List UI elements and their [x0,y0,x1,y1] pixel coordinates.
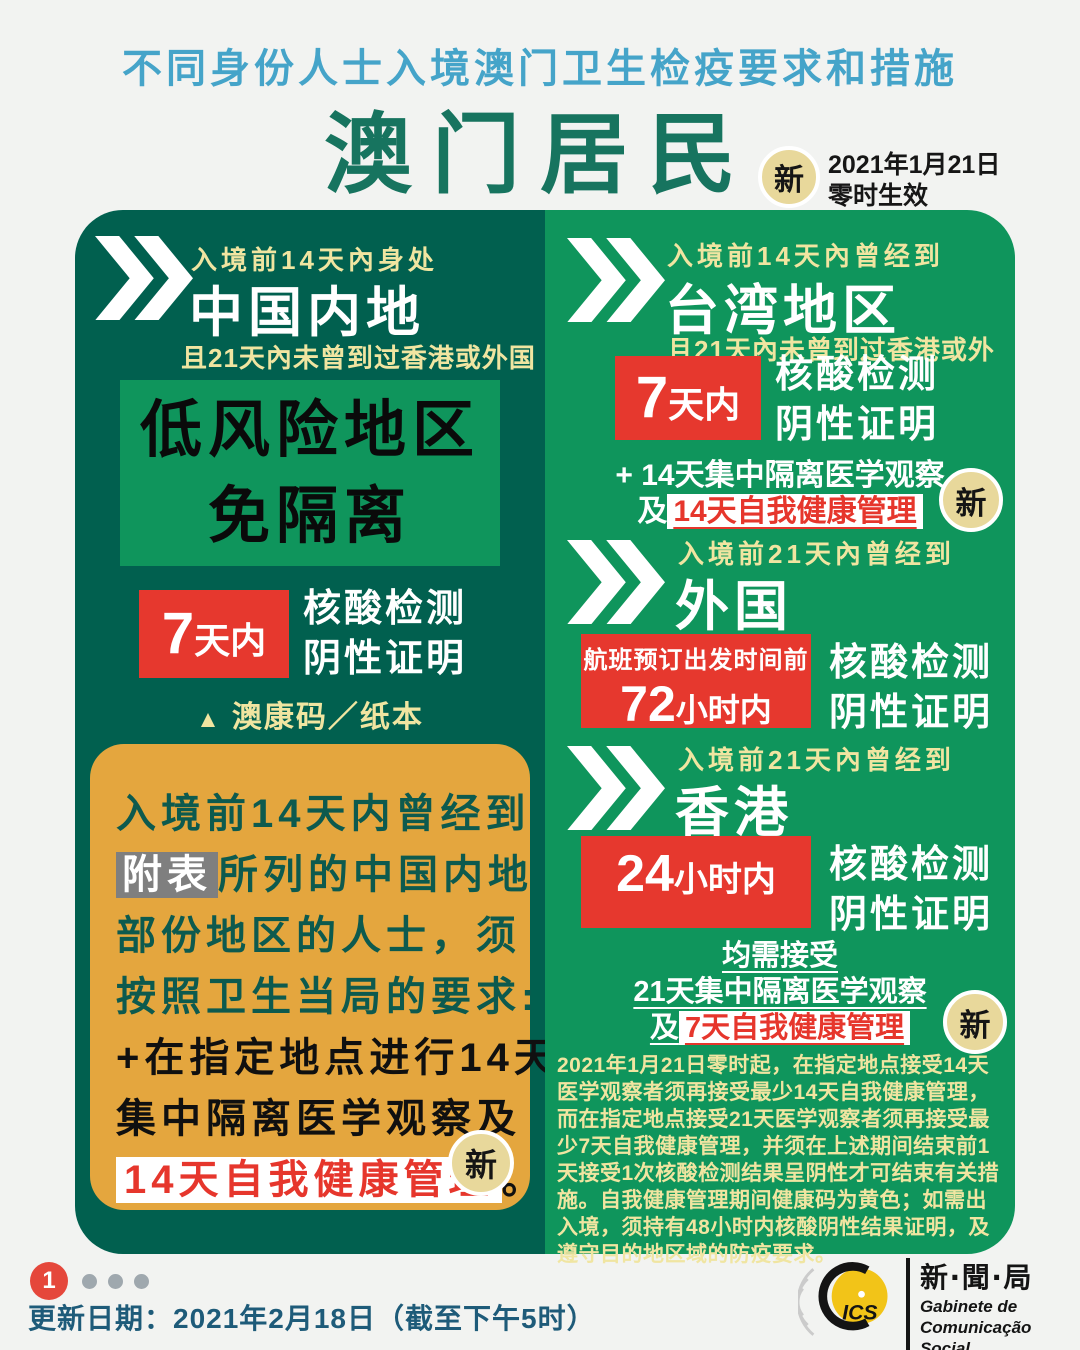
foreign-test-result: 核酸检测 阴性证明 [829,638,993,738]
test-window-unit: 小时内 [673,861,776,899]
mainland-test-result: 核酸检测 阴性证明 [303,584,467,684]
test-result-line1: 核酸检测 [829,844,994,886]
flight-departure-note: 航班预订出发时间前 [583,647,809,674]
orange-line2-rest: 所列的中国内地 [218,853,533,897]
all-note-line3: 及 7天自我健康管理 [545,1004,1015,1046]
page-subtitle: 澳门居民 [323,105,756,204]
page-indicator-active: 1 [30,1262,68,1300]
taiwan-self-management-note: 及 14天自我健康管理 [545,486,1015,530]
low-risk-box: 低风险地区 免隔离 [120,380,500,566]
orange-line5: +在指定地点进行14天 [116,1036,559,1080]
page-indicator-dot [108,1274,123,1289]
note-prefix: 及 [649,1012,679,1044]
double-chevron-icon [95,236,193,321]
test-window-number: 7 [635,365,669,430]
orange-line1: 入境前14天内曾经到 [116,792,531,836]
mainland-test-window-box: 7 天内 [139,590,289,678]
taiwan-test-result: 核酸检测 阴性证明 [775,350,939,450]
test-window-number: 7 [161,601,195,666]
orange-line2: 附表 所列的中国内地 [116,845,528,906]
test-window-number: 72 [620,676,676,732]
mainland-pre-condition: 入境前14天內身处 [191,245,438,275]
test-result-line1: 核酸检测 [829,642,994,684]
hongkong-test-result: 核酸检测 阴性证明 [829,840,993,940]
test-result-line2: 阴性证明 [775,404,940,446]
new-badge: 新 [939,468,1003,532]
new-badge: 新 [943,990,1007,1054]
hongkong-pre-condition: 入境前21天內曾经到 [678,745,955,775]
gcs-logo: ICS 新‧聞‧局 Gabinete de Comunicação Social [798,1256,1080,1350]
appendix-area-box: 入境前14天内曾经到 附表 所列的中国内地 部份地区的人士，须 按照卫生当局的要求… [90,744,559,1211]
gcs-logo-icon: ICS [798,1262,888,1336]
all-note-line2: 21天集中隔离医学观察 [545,968,1015,1010]
page-title: 不同身份人士入境澳门卫生检疫要求和措施 [122,47,958,91]
page-indicator-dot [82,1274,97,1289]
low-risk-line2: 免隔离 [207,482,412,551]
double-chevron-icon [567,238,665,323]
orange-line7: 14天自我健康管理。 [116,1150,542,1211]
note-prefix: 及 [637,495,668,528]
other-origins-panel: 入境前14天內曾经到 台湾地区 且21天內未曾到过香港或外国 7天内 核酸检测 … [545,210,1015,1266]
self-management-chip: 14天自我健康管理 [116,1157,502,1203]
test-result-line1: 核酸检测 [303,588,468,630]
foreign-test-window-box: 航班预订出发时间前 72小时内 [581,634,811,732]
double-chevron-icon [567,540,665,625]
double-chevron-icon [567,746,665,831]
health-code-text: 澳康码／纸本 [231,701,424,734]
foreign-title: 外国 [675,577,793,637]
all-note-line1: 均需接受 [545,932,1015,974]
appendix-chip: 附表 [116,852,218,898]
new-badge: 新 [448,1130,514,1196]
low-risk-line1: 低风险地区 [139,396,480,465]
test-window-unit: 天内 [194,620,267,661]
gcs-acronym: ICS [842,1301,877,1324]
mainland-china-panel: 入境前14天內身处 中国内地 且21天內未曾到过香港或外国 低风险地区 免隔离 … [75,210,559,1254]
hongkong-test-window-box: 24 小时内 [581,836,811,928]
test-result-line2: 阴性证明 [829,692,994,734]
self-management-chip: 7天自我健康管理 [678,1011,911,1045]
effective-date-line2: 零时生效 [828,182,929,210]
logo-divider [906,1258,910,1350]
triangle-icon: ▲ [196,706,222,733]
gcs-name-portuguese-line1: Gabinete de [919,1297,1018,1316]
test-window-unit: 天内 [668,384,741,425]
orange-line6: 集中隔离医学观察及 [116,1097,521,1141]
page-indicator-dot [134,1274,149,1289]
test-result-line2: 阴性证明 [303,638,468,680]
self-management-chip: 14天自我健康管理 [667,494,923,529]
orange-line4: 按照卫生当局的要求: [116,975,540,1019]
test-window-unit: 小时内 [675,692,772,728]
note-text: 21天集中隔离医学观察 [633,976,927,1008]
update-date: 更新日期：2021年2月18日（截至下午5时） [28,1303,596,1334]
test-result-line1: 核酸检测 [775,354,940,396]
mainland-title: 中国内地 [189,283,425,343]
test-result-line2: 阴性证明 [829,894,994,936]
footnote-paragraph: 2021年1月21日零时起，在指定地点接受14天医学观察者须再接受最少14天自我… [557,1054,1000,1266]
note-text: 均需接受 [721,940,838,972]
new-badge: 新 [758,146,820,208]
orange-line3: 部份地区的人士，须 [116,914,521,958]
taiwan-title: 台湾地区 [665,281,901,341]
gcs-logo-text: 新‧聞‧局 Gabinete de Comunicação Social [920,1256,1080,1350]
test-window-number: 24 [616,845,674,903]
foreign-pre-condition: 入境前21天內曾经到 [678,539,955,569]
gcs-name-chinese: 新‧聞‧局 [919,1262,1034,1293]
taiwan-test-window-box: 7 天内 [615,356,761,440]
mainland-post-condition: 且21天內未曾到过香港或外国 [181,343,536,373]
health-code-note: ▲ 澳康码／纸本 [75,692,545,736]
effective-date-line1: 2021年1月21日 [828,151,1001,179]
hongkong-title: 香港 [675,783,793,843]
effective-date: 2021年1月21日 零时生效 [828,150,1000,212]
taiwan-pre-condition: 入境前14天內曾经到 [667,241,944,271]
taiwan-quarantine-note: + 14天集中隔离医学观察 [615,459,945,492]
gcs-name-portuguese-line2: Comunicação Social [919,1318,1032,1350]
